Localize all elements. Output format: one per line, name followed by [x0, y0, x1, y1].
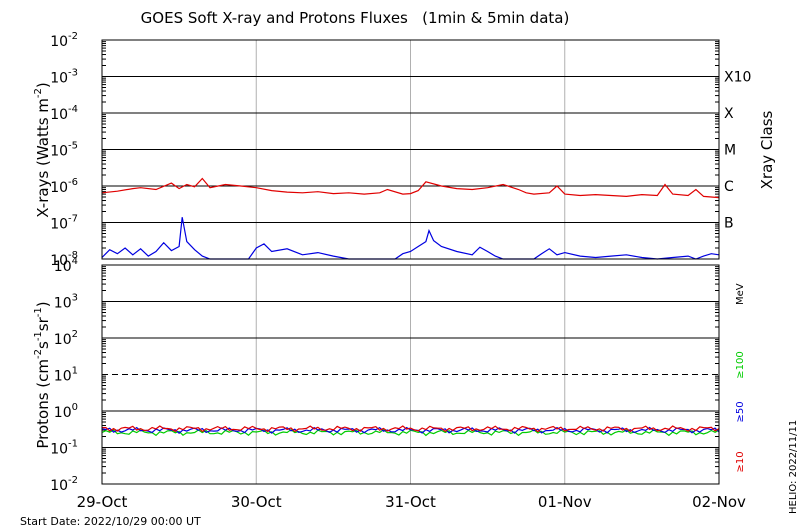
proton-ytick-labels: 104 103 102 101 100 10-1 10-2 — [50, 256, 78, 494]
xray-class-axis-label: Xray Class — [758, 110, 776, 189]
ytick-label: 10-3 — [50, 68, 78, 87]
xray-class-labels: X10 X M C B — [724, 70, 751, 232]
xray-class-label: M — [724, 143, 736, 159]
xray-class-label: X — [724, 106, 734, 122]
helio-stamp: HELIO: 2022/11/11 — [788, 420, 799, 514]
start-date-label: Start Date: 2022/10/29 00:00 UT — [20, 515, 201, 528]
ytick-label: 10-7 — [50, 214, 78, 233]
energy-channel-label: ≥100 — [735, 351, 746, 378]
proton-series — [101, 425, 720, 437]
ytick-label: 10-4 — [50, 104, 78, 123]
proton-energy-channels: ≥100 ≥50 ≥10 — [735, 351, 746, 472]
x-date-label: 30-Oct — [231, 493, 282, 511]
proton-series-line — [101, 426, 720, 434]
xray-class-label: C — [724, 179, 734, 195]
ytick-label: 10-6 — [50, 177, 78, 196]
energy-channel-label: ≥50 — [735, 401, 746, 422]
xray-class-label: X10 — [724, 70, 751, 86]
xray-grid — [102, 40, 719, 259]
proton-plot-frame — [101, 264, 720, 485]
ytick-label: 10-8 — [50, 250, 78, 269]
proton-grid — [102, 265, 719, 484]
ytick-label: 103 — [54, 293, 78, 312]
xray-class-label: B — [724, 216, 734, 232]
ytick-label: 102 — [54, 329, 78, 348]
xray-plot-frame — [101, 39, 720, 260]
x-date-label: 29-Oct — [77, 493, 128, 511]
ytick-label: 101 — [54, 366, 78, 385]
xray-series — [101, 177, 720, 260]
energy-channel-label: ≥10 — [735, 451, 746, 472]
xray-y-axis-label: X-rays (Watts m-2) — [33, 82, 52, 217]
ytick-label: 10-2 — [50, 475, 78, 494]
proton-series-line — [102, 425, 720, 433]
x-date-label: 02-Nov — [692, 493, 746, 511]
proton-panel: 104 103 102 101 100 10-1 10-2 Protons (cm-2s-1… — [33, 256, 746, 494]
ytick-label: 104 — [54, 256, 78, 275]
xray-series-line — [101, 177, 720, 199]
x-date-label: 01-Nov — [538, 493, 592, 511]
xray-panel: 10-2 10-3 10-4 10-5 10-6 10-7 10-8 X10 X M C B X-r… — [33, 31, 776, 269]
xray-series-line — [101, 217, 720, 260]
x-axis-date-labels: 29-Oct 30-Oct 31-Oct 01-Nov 02-Nov — [77, 493, 746, 511]
ytick-label: 10-2 — [50, 31, 78, 50]
ytick-label: 100 — [54, 402, 78, 421]
ytick-label: 10-1 — [50, 439, 78, 458]
proton-y-axis-label: Protons (cm-2s-1sr-1) — [33, 301, 52, 448]
x-date-label: 31-Oct — [385, 493, 436, 511]
xray-ytick-labels: 10-2 10-3 10-4 10-5 10-6 10-7 10-8 — [50, 31, 78, 269]
ytick-label: 10-5 — [50, 141, 78, 160]
proton-energy-unit: MeV — [735, 283, 746, 305]
chart-title: GOES Soft X-ray and Protons Fluxes (1min… — [141, 9, 570, 27]
